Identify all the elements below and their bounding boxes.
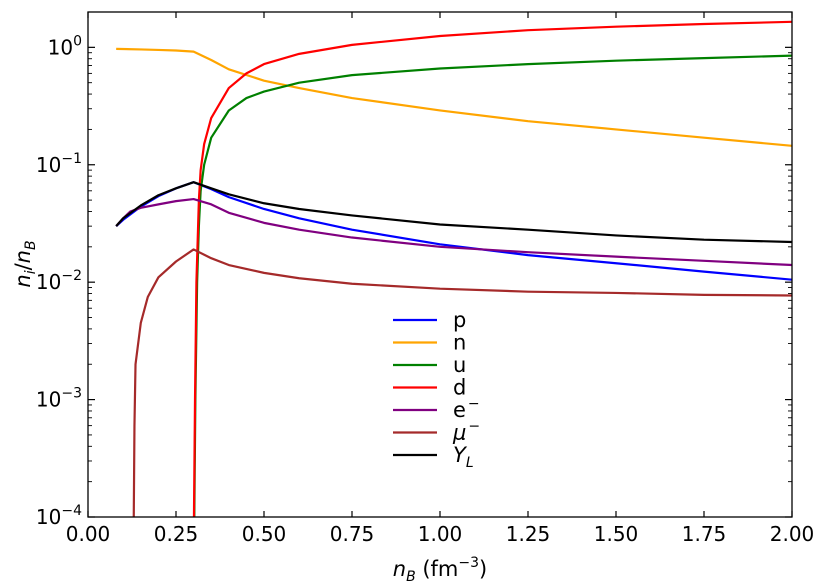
x-tick-label: 0.25	[154, 522, 199, 546]
series-line-e-	[115, 197, 792, 267]
legend-label-d: d	[453, 376, 466, 400]
x-tick-label: 1.75	[682, 522, 727, 546]
legend-label-mu-: μ −	[452, 419, 480, 445]
series-line-u	[193, 54, 792, 517]
x-tick-label: 0.75	[330, 522, 375, 546]
x-tick-label: 2.00	[770, 522, 815, 546]
legend-label-u: u	[453, 353, 466, 377]
series-line-d	[192, 20, 792, 517]
y-tick-label: 10−4	[36, 503, 82, 529]
legend-label-e-: e −	[453, 396, 480, 422]
series-layer	[115, 20, 792, 517]
y-tick-label: 10−1	[36, 151, 82, 177]
y-tick-label: 100	[48, 33, 82, 59]
series-line-p	[115, 181, 792, 281]
y-tick-label: 10−2	[36, 268, 82, 294]
legend-label-n: n	[453, 331, 466, 355]
y-axis-label: ni/nB	[11, 240, 39, 287]
y-tick-label: 10−3	[36, 386, 82, 412]
x-tick-label: 1.00	[418, 522, 463, 546]
x-tick-label: 1.50	[594, 522, 639, 546]
x-tick-label: 0.00	[66, 522, 111, 546]
legend-label-YL: YL	[453, 443, 474, 471]
x-tick-label: 0.50	[242, 522, 287, 546]
series-line-YL	[115, 181, 792, 244]
x-tick-label: 1.25	[506, 522, 551, 546]
series-line-mu-	[132, 248, 792, 517]
x-axis: 0.00 0.25 0.50 0.75 1.00 1.25 1.50 1.75 2.00	[66, 12, 815, 546]
y-axis: 10−4 10−3 10−2 10−1 100	[36, 11, 792, 529]
series-line-n	[116, 47, 792, 147]
x-axis-label: nB (fm−3)	[393, 555, 487, 585]
legend-label-p: p	[453, 308, 466, 332]
